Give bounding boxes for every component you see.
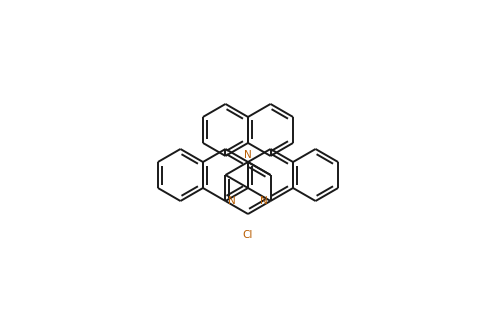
Text: N: N xyxy=(260,196,268,206)
Text: N: N xyxy=(244,150,252,160)
Text: Cl: Cl xyxy=(243,230,253,240)
Text: N: N xyxy=(228,196,236,206)
